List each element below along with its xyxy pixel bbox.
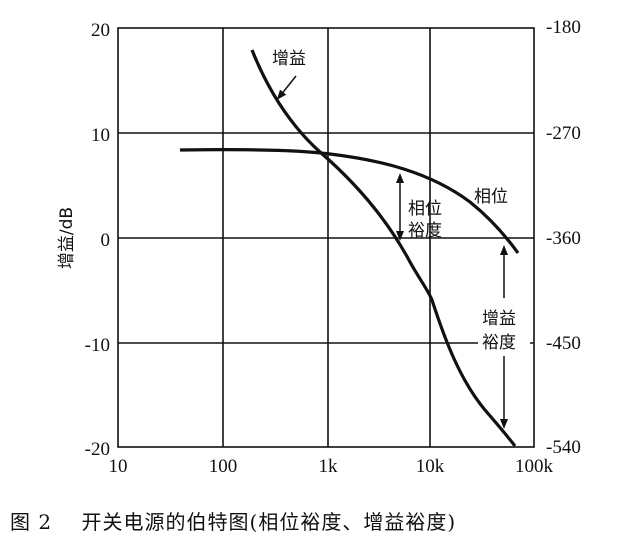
y-axis-label: 增益/dB <box>57 207 77 269</box>
grid <box>117 27 535 448</box>
y-tick: -10 <box>85 335 110 356</box>
figure-caption: 图 2 开关电源的伯特图(相位裕度、增益裕度) <box>10 510 457 534</box>
phase-curve <box>179 148 520 254</box>
x-tick: 10k <box>416 456 445 477</box>
phase-margin-label: 裕度 <box>408 221 442 241</box>
phase-label: 相位 <box>474 187 508 207</box>
gain-margin-label: 增益 <box>482 309 516 329</box>
y2-tick: -450 <box>546 333 581 354</box>
y2-tick: -360 <box>546 228 581 249</box>
y2-tick: -540 <box>546 437 581 458</box>
gain-pointer-arrow <box>276 75 297 100</box>
x-tick: 100 <box>209 456 238 477</box>
y2-tick: -180 <box>546 17 581 38</box>
y-tick: -20 <box>85 439 110 460</box>
y-tick: 10 <box>91 125 110 146</box>
gain-curve <box>250 49 517 447</box>
x-axis-ticks: 10 100 1k 10k 100k <box>109 456 554 477</box>
y-axis-left-ticks: 20 10 0 -10 -20 <box>85 20 110 460</box>
y2-tick: -270 <box>546 123 581 144</box>
gain-margin-label: 裕度 <box>482 333 516 353</box>
x-tick: 10 <box>109 456 128 477</box>
y-tick: 20 <box>91 20 110 41</box>
phase-margin-label: 相位 <box>408 199 442 219</box>
gain-label: 增益 <box>272 49 306 69</box>
gain-margin-label-bg <box>478 304 530 352</box>
x-tick: 1k <box>319 456 339 477</box>
x-tick: 100k <box>515 456 554 477</box>
y-axis-right-ticks: -180 -270 -360 -450 -540 <box>546 17 581 458</box>
y-tick: 0 <box>101 230 111 251</box>
